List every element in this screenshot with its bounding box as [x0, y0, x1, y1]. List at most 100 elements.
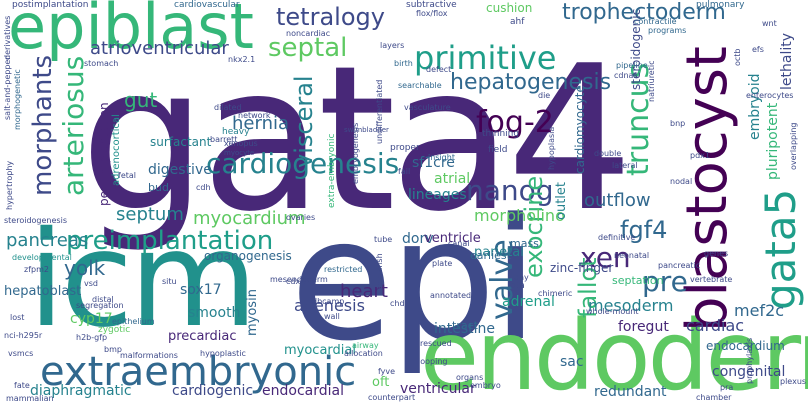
word: thinning	[482, 129, 520, 139]
word: overlapping	[789, 122, 798, 171]
word: counterpart	[368, 393, 416, 402]
word: annotated	[430, 291, 472, 300]
word: endocardium	[706, 339, 785, 353]
word: pulmonary	[696, 0, 745, 10]
word: surfactant	[150, 135, 212, 149]
word: earliest	[470, 249, 511, 262]
word: atrial	[434, 171, 471, 187]
word: cushion	[486, 1, 533, 15]
word: genes	[704, 249, 729, 258]
word: atrioventricular	[90, 38, 229, 59]
word: cyp17	[70, 311, 113, 327]
word: insight	[428, 153, 455, 162]
word: looping	[418, 357, 448, 366]
word: efs	[752, 45, 764, 54]
word: parietal	[474, 245, 524, 260]
word: mammalian	[6, 394, 54, 403]
word: proper	[390, 143, 420, 153]
word: pancreas	[6, 230, 89, 251]
word: fgf4	[620, 216, 668, 244]
word: foregut	[618, 319, 669, 335]
word: endoderm	[420, 300, 808, 404]
word: pra	[720, 383, 734, 392]
word: steroidogenesis	[4, 216, 67, 225]
word: pre	[642, 265, 688, 298]
word: epiblast	[8, 0, 254, 63]
word: redundant	[594, 384, 667, 400]
word: morpholino	[474, 206, 565, 225]
word: segregation	[76, 301, 124, 310]
word: preimplantation	[66, 226, 274, 256]
word: layers	[380, 41, 405, 50]
word: lineages	[408, 187, 467, 203]
word: pta	[510, 281, 525, 291]
word: chimeric	[538, 289, 573, 298]
word: tube	[374, 235, 393, 244]
word: situ	[162, 277, 177, 286]
word: extra-embryonic	[327, 133, 337, 208]
word: oft	[372, 375, 390, 390]
word: noncardiac	[286, 29, 331, 38]
word: zygotic	[98, 325, 131, 335]
word: septum	[116, 204, 184, 225]
word: gata4	[80, 23, 634, 256]
word: bmp	[104, 345, 122, 354]
word: allocation	[344, 349, 383, 358]
word: xen	[580, 241, 631, 274]
word: hypoplasia	[547, 126, 556, 170]
word: yolk	[64, 256, 106, 280]
word: hepatogenesis	[450, 70, 612, 95]
word: visceral	[290, 75, 318, 168]
word: h2b-gfp	[76, 333, 108, 342]
word: field	[488, 145, 508, 155]
word: outflow	[584, 190, 651, 211]
word: outlet	[554, 182, 569, 220]
word: natriuretic	[647, 60, 656, 102]
word: nodal	[670, 177, 693, 186]
word: gut	[124, 88, 158, 112]
word: vsd	[84, 279, 98, 288]
word: bnp	[670, 119, 686, 128]
word: wall	[324, 312, 340, 321]
word: postimplantation	[12, 0, 89, 10]
word: fail	[398, 167, 411, 176]
word: pancreatic	[658, 261, 701, 270]
word: chd	[390, 299, 405, 308]
word: intestine	[434, 321, 496, 337]
word: embryoid	[747, 73, 763, 140]
word: undifferentiated	[375, 79, 384, 144]
word: lateral	[612, 161, 638, 170]
word: mef2c	[734, 301, 785, 320]
word: enterocytes	[746, 91, 794, 100]
word: zfpm2	[24, 265, 49, 274]
word: zebrafish	[375, 253, 384, 290]
word: hypertrophy	[5, 160, 14, 210]
word: nci-h295r	[4, 331, 43, 340]
word: dilated	[214, 103, 242, 112]
word: cdnas	[614, 71, 638, 80]
word: vasculature	[404, 103, 451, 112]
word: barrett	[210, 135, 238, 144]
word: lost	[10, 313, 25, 322]
word: adrenal	[502, 294, 555, 310]
word: myocyte	[224, 149, 255, 157]
word: double	[594, 149, 622, 158]
word: cardiogenesis	[206, 147, 400, 180]
word: epi	[290, 182, 539, 378]
word: chamber	[696, 393, 732, 402]
word: digestive	[148, 162, 212, 178]
word: cardiomyocyte	[573, 85, 587, 174]
word: die	[538, 91, 551, 100]
word: embryo	[470, 381, 501, 390]
word: wnt	[762, 19, 777, 28]
word: mass	[510, 237, 539, 250]
word: peri-implantation	[97, 102, 111, 206]
word: morphants	[28, 54, 58, 196]
word: sac	[560, 354, 584, 370]
word: cdh	[196, 183, 211, 192]
word: myocardial	[284, 343, 356, 358]
word: hypoplastic	[200, 349, 246, 358]
word: subtractive	[406, 0, 457, 10]
word: ventricular	[400, 381, 476, 397]
word: malformations	[120, 351, 178, 360]
